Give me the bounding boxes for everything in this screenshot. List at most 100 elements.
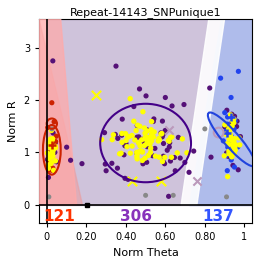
Point [152, 135, 156, 139]
Point [46, 150, 50, 155]
Point [50, 101, 54, 105]
Point [225, 142, 229, 146]
Point [228, 128, 232, 133]
Point [46, 175, 50, 180]
Point [229, 140, 233, 144]
Point [165, 148, 169, 152]
Point [143, 135, 147, 140]
Point [226, 154, 230, 159]
Point [159, 179, 164, 183]
Point [114, 64, 118, 68]
Point [54, 160, 58, 164]
Point [51, 151, 55, 155]
Point [144, 137, 148, 141]
Y-axis label: Norm R: Norm R [8, 100, 18, 142]
Point [80, 162, 84, 166]
Point [47, 168, 51, 172]
Point [192, 149, 196, 153]
Point [103, 162, 107, 166]
Point [50, 140, 54, 144]
Point [167, 128, 171, 133]
Polygon shape [39, 19, 82, 205]
Point [49, 128, 54, 133]
Point [157, 155, 161, 159]
Point [227, 142, 231, 147]
Polygon shape [47, 19, 252, 205]
Point [226, 132, 231, 136]
Point [163, 155, 167, 159]
Point [148, 146, 153, 150]
Point [138, 144, 142, 148]
Point [145, 136, 149, 140]
Point [195, 179, 199, 183]
Point [231, 147, 235, 151]
Point [157, 138, 161, 142]
Point [168, 135, 172, 140]
Point [124, 141, 128, 146]
Point [100, 137, 104, 142]
Point [142, 140, 146, 145]
Point [161, 133, 165, 137]
Point [145, 142, 149, 146]
Point [115, 166, 120, 170]
Point [48, 155, 53, 159]
Point [68, 158, 73, 162]
Point [233, 145, 237, 149]
Point [120, 131, 124, 136]
Point [130, 144, 134, 148]
Point [166, 138, 171, 143]
Text: 121: 121 [43, 209, 75, 224]
Point [229, 135, 233, 139]
Point [51, 148, 55, 152]
Point [172, 155, 177, 160]
Point [175, 151, 179, 155]
Point [230, 118, 234, 123]
Point [223, 110, 227, 115]
Point [64, 145, 69, 149]
Point [227, 141, 231, 145]
Point [233, 143, 238, 147]
Point [45, 151, 49, 155]
Point [237, 136, 241, 140]
Point [51, 154, 55, 158]
Point [232, 120, 236, 125]
Point [49, 140, 53, 144]
Point [144, 94, 148, 98]
Point [185, 151, 189, 155]
Point [148, 135, 152, 140]
Point [48, 144, 52, 149]
Point [135, 151, 139, 155]
Point [145, 138, 149, 143]
Point [143, 131, 147, 135]
Point [229, 115, 233, 119]
Point [140, 138, 144, 142]
Point [232, 165, 237, 169]
Point [139, 149, 143, 153]
Point [137, 150, 141, 154]
Point [148, 150, 153, 154]
Point [231, 144, 235, 149]
Point [150, 132, 154, 136]
Point [145, 135, 149, 139]
Point [170, 135, 174, 139]
Point [140, 158, 145, 163]
Point [46, 125, 50, 130]
Point [133, 138, 137, 142]
Point [222, 154, 226, 158]
Point [160, 135, 164, 139]
Point [227, 152, 231, 156]
Point [46, 163, 50, 168]
Point [152, 117, 156, 121]
Point [135, 123, 139, 128]
Point [50, 168, 54, 172]
Point [123, 144, 127, 148]
Point [135, 135, 139, 139]
Point [151, 154, 155, 158]
Point [229, 158, 233, 162]
Point [49, 152, 53, 156]
Point [150, 134, 154, 138]
Point [230, 140, 234, 144]
Point [176, 135, 180, 140]
Point [236, 69, 240, 73]
Point [132, 104, 136, 109]
